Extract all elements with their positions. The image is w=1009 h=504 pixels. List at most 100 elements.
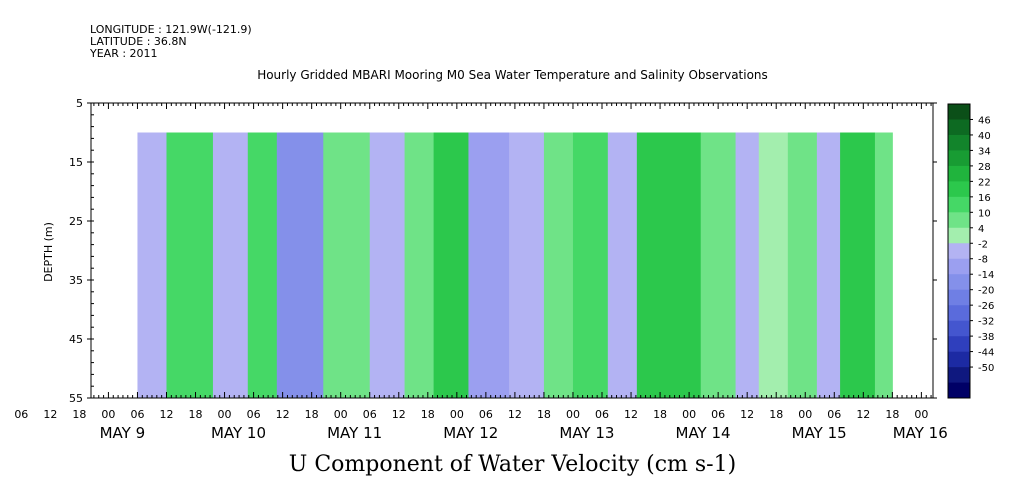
x-hour-label: 12 <box>740 408 754 421</box>
heatmap-band <box>874 132 893 398</box>
x-hour-label: 00 <box>682 408 696 421</box>
heatmap-band <box>212 132 249 398</box>
colorbar-cell <box>948 274 970 290</box>
x-hour-label: 12 <box>159 408 173 421</box>
colorbar-cell <box>948 382 970 399</box>
heatmap-band <box>166 132 214 398</box>
x-hour-label: 18 <box>769 408 783 421</box>
colorbar-label: 4 <box>978 224 984 235</box>
colorbar-cell <box>948 196 970 213</box>
heatmap-band <box>700 132 737 398</box>
colorbar-label: -26 <box>978 301 994 312</box>
colorbar-label: -38 <box>978 332 994 343</box>
heatmap-band <box>369 132 406 398</box>
colorbar-label: -14 <box>978 270 994 281</box>
x-hour-label: 00 <box>218 408 232 421</box>
colorbar-cell <box>948 134 970 151</box>
x-day-label: MAY 14 <box>676 424 731 442</box>
colorbar-frame <box>947 103 971 399</box>
heatmap-band <box>572 132 609 398</box>
colorbar-cell <box>948 212 970 229</box>
colorbar-label: -44 <box>978 348 994 359</box>
colorbar-cell <box>948 320 970 337</box>
x-day-label: MAY 11 <box>327 424 382 442</box>
colorbar-cell <box>948 243 970 260</box>
x-hour-label: 12 <box>508 408 522 421</box>
x-hour-label: 12 <box>43 408 57 421</box>
colorbar-label: 40 <box>978 131 991 142</box>
colorbar-label: 16 <box>978 193 991 204</box>
x-hour-label: 06 <box>130 408 144 421</box>
x-hour-label: 06 <box>479 408 493 421</box>
colorbar-cell <box>948 289 970 306</box>
x-day-label: MAY 12 <box>443 424 498 442</box>
heatmap-band <box>543 132 574 398</box>
heatmap-band <box>758 132 789 398</box>
x-hour-label: 18 <box>72 408 86 421</box>
x-day-label: MAY 13 <box>559 424 614 442</box>
colorbar-label: -20 <box>978 286 994 297</box>
x-axis: 06 12 18 00 06 12 18 00 06 12 18 00 06 12 18 00 06 12 18 00… <box>14 103 948 442</box>
colorbar-label: 34 <box>978 146 991 157</box>
x-hour-label: 18 <box>885 408 899 421</box>
colorbar-label: -50 <box>978 363 994 374</box>
colorbar-label: 10 <box>978 208 991 219</box>
colorbar-cell <box>948 258 970 275</box>
x-hour-label: 06 <box>363 408 377 421</box>
x-hour-label: 00 <box>566 408 580 421</box>
colorbar-label: -8 <box>978 255 988 266</box>
heatmap-band <box>509 132 545 398</box>
heatmap-band <box>468 132 510 398</box>
y-axis-label: DEPTH (m) <box>42 222 55 282</box>
heatmap-band <box>840 132 876 398</box>
colorbar-label: -2 <box>978 239 988 250</box>
heatmap-band <box>607 132 638 398</box>
heatmap-band <box>247 132 278 398</box>
heatmap-bands <box>137 132 893 398</box>
x-hour-label: 00 <box>798 408 812 421</box>
y-tick-label: 55 <box>69 392 83 405</box>
heatmap-band <box>787 132 818 398</box>
latitude-label: LATITUDE : 36.8N <box>90 35 187 48</box>
x-hour-label: 18 <box>189 408 203 421</box>
colorbar-cell <box>948 305 970 321</box>
x-hour-label: 00 <box>914 408 928 421</box>
heatmap-band <box>137 132 167 398</box>
heatmap-band <box>276 132 324 398</box>
heatmap-band <box>404 132 435 398</box>
colorbar-cell <box>948 227 970 244</box>
x-hour-label: 18 <box>653 408 667 421</box>
colorbar-cell <box>948 367 970 383</box>
x-hour-label: 12 <box>624 408 638 421</box>
x-hour-label: 06 <box>14 408 28 421</box>
x-hour-label: 00 <box>101 408 115 421</box>
colorbar-label: -32 <box>978 317 994 328</box>
x-day-label: MAY 15 <box>792 424 847 442</box>
x-hour-label: 18 <box>305 408 319 421</box>
y-tick-label: 15 <box>69 156 83 169</box>
x-hour-label: 06 <box>595 408 609 421</box>
x-hour-label: 00 <box>450 408 464 421</box>
colorbar-label: 28 <box>978 162 991 173</box>
y-axis: 5 15 25 35 45 55 <box>69 97 937 405</box>
heatmap-band <box>636 132 702 398</box>
colorbar-label: 46 <box>978 115 991 126</box>
colorbar-cell <box>948 351 970 368</box>
x-day-label: MAY 10 <box>211 424 266 442</box>
year-label: YEAR : 2011 <box>90 47 158 60</box>
y-tick-label: 35 <box>69 274 83 287</box>
colorbar-cell <box>948 119 970 136</box>
x-hour-label: 18 <box>421 408 435 421</box>
colorbar-cell <box>948 150 970 167</box>
x-hour-label: 18 <box>537 408 551 421</box>
x-hour-label: 12 <box>276 408 290 421</box>
longitude-label: LONGITUDE : 121.9W(-121.9) <box>90 23 252 36</box>
x-hour-label: 12 <box>856 408 870 421</box>
y-tick-label: 5 <box>76 97 83 110</box>
colorbar-cell <box>948 104 970 120</box>
y-tick-label: 25 <box>69 215 83 228</box>
x-hour-label: 00 <box>334 408 348 421</box>
heatmap-band <box>816 132 841 398</box>
x-hour-label: 06 <box>827 408 841 421</box>
x-day-label: MAY 16 <box>893 424 948 442</box>
